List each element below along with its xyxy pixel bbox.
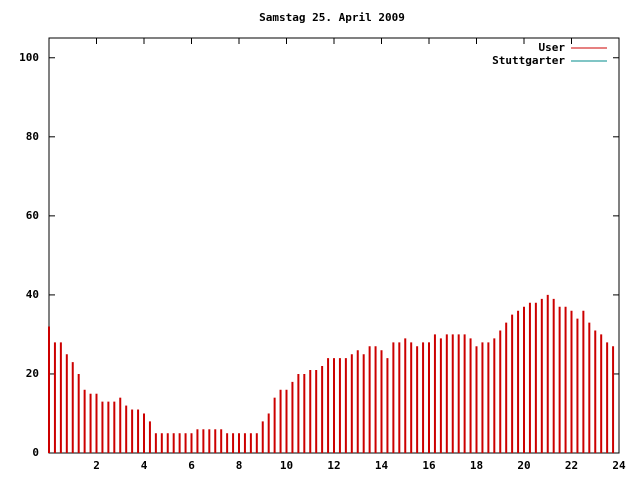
legend-label: Stuttgarter	[492, 54, 565, 67]
y-tick-label: 0	[32, 446, 39, 459]
y-tick-label: 100	[19, 51, 39, 64]
x-tick-label: 4	[141, 459, 148, 472]
x-tick-label: 10	[280, 459, 293, 472]
x-tick-label: 18	[470, 459, 483, 472]
x-tick-label: 20	[517, 459, 530, 472]
y-tick-label: 20	[26, 367, 39, 380]
x-tick-label: 12	[327, 459, 340, 472]
y-tick-label: 80	[26, 130, 39, 143]
y-tick-label: 40	[26, 288, 39, 301]
y-tick-label: 60	[26, 209, 39, 222]
x-tick-label: 6	[188, 459, 195, 472]
x-tick-label: 22	[565, 459, 578, 472]
x-tick-label: 14	[375, 459, 389, 472]
x-tick-label: 24	[612, 459, 626, 472]
x-tick-label: 2	[93, 459, 100, 472]
x-tick-label: 16	[422, 459, 436, 472]
legend-label: User	[539, 41, 566, 54]
x-tick-label: 8	[236, 459, 243, 472]
chart-title: Samstag 25. April 2009	[259, 11, 405, 24]
